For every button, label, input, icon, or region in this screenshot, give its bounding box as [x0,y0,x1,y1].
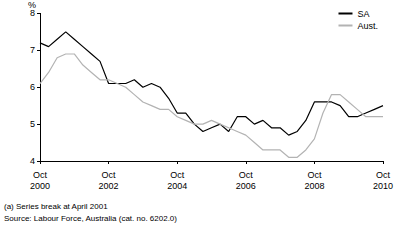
svg-text:2010: 2010 [373,181,393,191]
svg-text:4: 4 [30,156,35,166]
svg-text:2006: 2006 [236,181,256,191]
svg-text:6: 6 [30,82,35,92]
svg-text:Source: Labour Force, Australi: Source: Labour Force, Australia (cat. no… [4,214,177,223]
svg-text:2000: 2000 [30,181,50,191]
svg-text:5: 5 [30,119,35,129]
svg-text:8: 8 [30,8,35,18]
svg-text:Oct: Oct [239,170,254,180]
svg-text:SA: SA [357,9,369,19]
svg-text:2008: 2008 [304,181,324,191]
svg-text:2004: 2004 [167,181,187,191]
svg-text:Oct: Oct [33,170,48,180]
svg-text:(a) Series break at April 2001: (a) Series break at April 2001 [4,202,108,211]
svg-text:Oct: Oct [376,170,391,180]
svg-text:Oct: Oct [102,170,117,180]
svg-text:7: 7 [30,45,35,55]
svg-text:Oct: Oct [307,170,322,180]
svg-text:Aust.: Aust. [357,21,378,31]
svg-text:Oct: Oct [170,170,185,180]
svg-text:2002: 2002 [99,181,119,191]
